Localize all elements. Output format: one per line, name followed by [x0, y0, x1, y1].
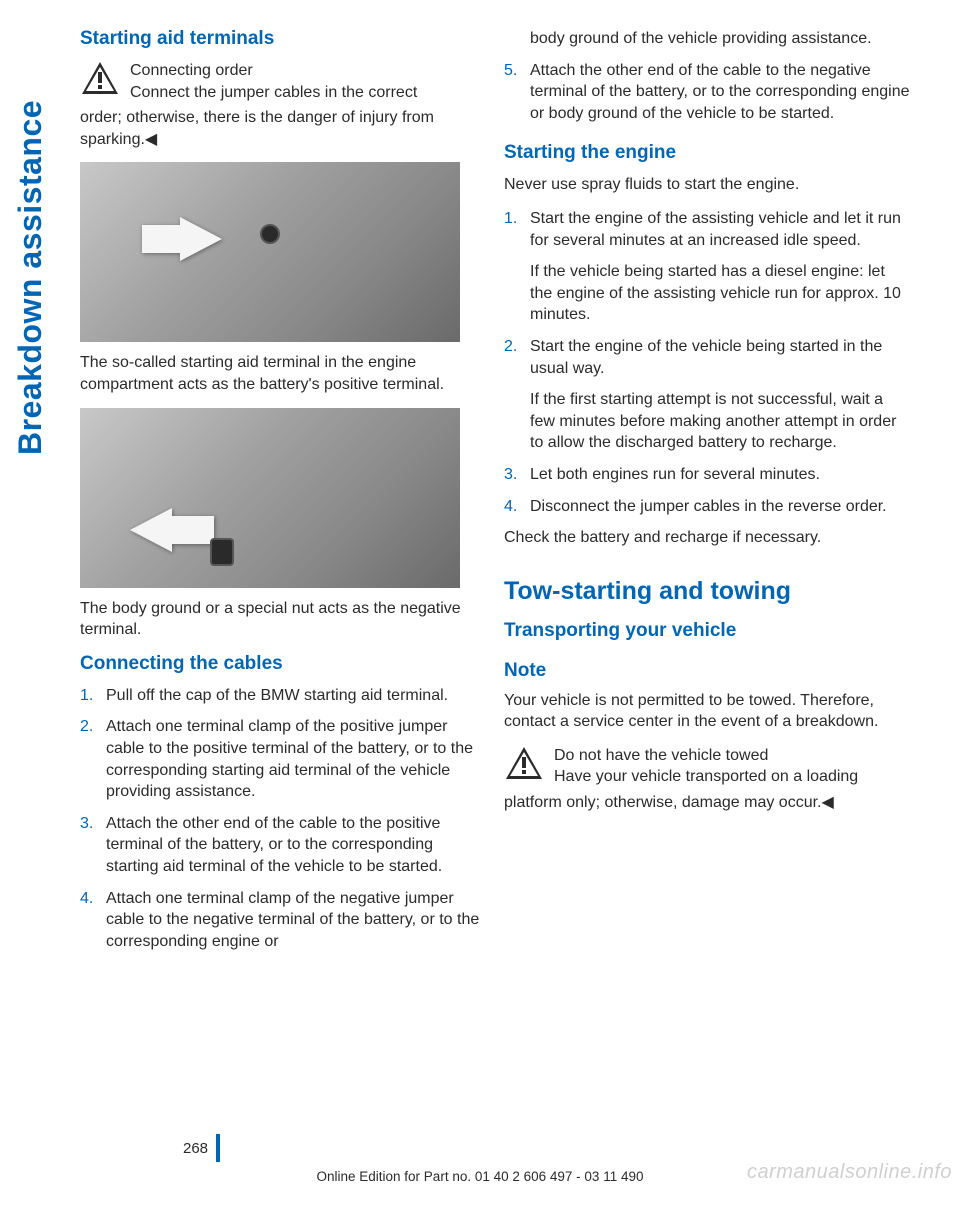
- step-sub: If the vehicle being started has a diese…: [530, 261, 910, 326]
- warning-line1: Do not have the vehicle towed: [554, 745, 858, 767]
- heading-transporting: Transporting your vehicle: [504, 620, 910, 642]
- warning-triangle-icon: [504, 745, 544, 781]
- step-main: Start the engine of the vehicle being st…: [530, 338, 882, 377]
- bolt-icon: [210, 538, 234, 566]
- heading-tow-starting: Tow-starting and towing: [504, 577, 910, 606]
- starting-steps-list: 1. Start the engine of the assisting veh…: [504, 208, 910, 517]
- warning-continuation: platform only; otherwise, damage may occ…: [504, 792, 910, 814]
- right-column: body ground of the vehicle providing ass…: [504, 28, 910, 962]
- connecting-steps-list: 1. Pull off the cap of the BMW starting …: [80, 685, 486, 953]
- watermark-text: carmanualsonline.info: [747, 1161, 952, 1184]
- step-number: 3.: [80, 813, 106, 878]
- step-text: Attach the other end of the cable to the…: [530, 60, 910, 125]
- step-number: 1.: [80, 685, 106, 707]
- step-text: Start the engine of the assisting vehicl…: [530, 208, 910, 326]
- step-number: [504, 28, 530, 50]
- page-number: 268: [183, 1140, 216, 1157]
- step-number: 3.: [504, 464, 530, 486]
- step-main: Start the engine of the assisting vehicl…: [530, 210, 901, 249]
- para-check-battery: Check the battery and recharge if necess…: [504, 527, 910, 549]
- list-item: 2. Attach one terminal clamp of the posi…: [80, 716, 486, 802]
- warning-do-not-tow: Do not have the vehicle towed Have your …: [504, 745, 910, 788]
- list-item: 1. Start the engine of the assisting veh…: [504, 208, 910, 326]
- step-number: 4.: [504, 496, 530, 518]
- step-text: Disconnect the jumper cables in the reve…: [530, 496, 910, 518]
- step-text: body ground of the vehicle providing ass…: [530, 28, 910, 50]
- content-area: Starting aid terminals Connecting order …: [0, 0, 960, 962]
- figure-positive-terminal: [80, 162, 460, 342]
- step-text: Start the engine of the vehicle being st…: [530, 336, 910, 454]
- para-not-permitted: Your vehicle is not permitted to be towe…: [504, 690, 910, 733]
- figure-negative-terminal: [80, 408, 460, 588]
- page-number-bar: [216, 1134, 220, 1162]
- list-item: 3. Let both engines run for several minu…: [504, 464, 910, 486]
- list-item: 4. Attach one terminal clamp of the nega…: [80, 888, 486, 953]
- heading-note: Note: [504, 660, 910, 682]
- warning-text: Do not have the vehicle towed Have your …: [554, 745, 858, 788]
- step-text: Attach one terminal clamp of the positiv…: [106, 716, 486, 802]
- figure1-caption: The so-called starting aid terminal in t…: [80, 352, 486, 395]
- warning-text: Connecting order Connect the jumper cabl…: [130, 60, 417, 103]
- figure2-caption: The body ground or a special nut acts as…: [80, 598, 486, 641]
- heading-connecting-cables: Connecting the cables: [80, 653, 486, 675]
- step-number: 2.: [80, 716, 106, 802]
- warning-line2: Have your vehicle transported on a loadi…: [554, 766, 858, 788]
- warning-triangle-icon: [80, 60, 120, 96]
- step-number: 4.: [80, 888, 106, 953]
- step-number: 1.: [504, 208, 530, 326]
- heading-starting-engine: Starting the engine: [504, 142, 910, 164]
- sidebar-section-label: Breakdown assistance: [12, 100, 49, 455]
- step-number: 2.: [504, 336, 530, 454]
- step-text: Pull off the cap of the BMW starting aid…: [106, 685, 486, 707]
- warning-line2: Connect the jumper cables in the correct: [130, 82, 417, 104]
- continued-steps: body ground of the vehicle providing ass…: [504, 28, 910, 124]
- list-item: 2. Start the engine of the vehicle being…: [504, 336, 910, 454]
- page: Breakdown assistance Starting aid termin…: [0, 0, 960, 1222]
- warning-connecting-order: Connecting order Connect the jumper cabl…: [80, 60, 486, 103]
- step-number: 5.: [504, 60, 530, 125]
- step-sub: If the first starting attempt is not suc…: [530, 389, 910, 454]
- list-item: 3. Attach the other end of the cable to …: [80, 813, 486, 878]
- step-text: Attach one terminal clamp of the negativ…: [106, 888, 486, 953]
- para-spray-fluids: Never use spray fluids to start the engi…: [504, 174, 910, 196]
- page-number-box: 268: [183, 1134, 220, 1162]
- list-item: 4. Disconnect the jumper cables in the r…: [504, 496, 910, 518]
- bolt-icon: [260, 224, 280, 244]
- list-item: body ground of the vehicle providing ass…: [504, 28, 910, 50]
- step-text: Let both engines run for several minutes…: [530, 464, 910, 486]
- arrow-left-icon: [130, 508, 172, 552]
- warning-continuation: order; otherwise, there is the danger of…: [80, 107, 486, 150]
- left-column: Starting aid terminals Connecting order …: [80, 28, 486, 962]
- warning-line1: Connecting order: [130, 60, 417, 82]
- step-text: Attach the other end of the cable to the…: [106, 813, 486, 878]
- heading-starting-aid: Starting aid terminals: [80, 28, 486, 50]
- list-item: 1. Pull off the cap of the BMW starting …: [80, 685, 486, 707]
- list-item: 5. Attach the other end of the cable to …: [504, 60, 910, 125]
- arrow-right-icon: [180, 217, 222, 261]
